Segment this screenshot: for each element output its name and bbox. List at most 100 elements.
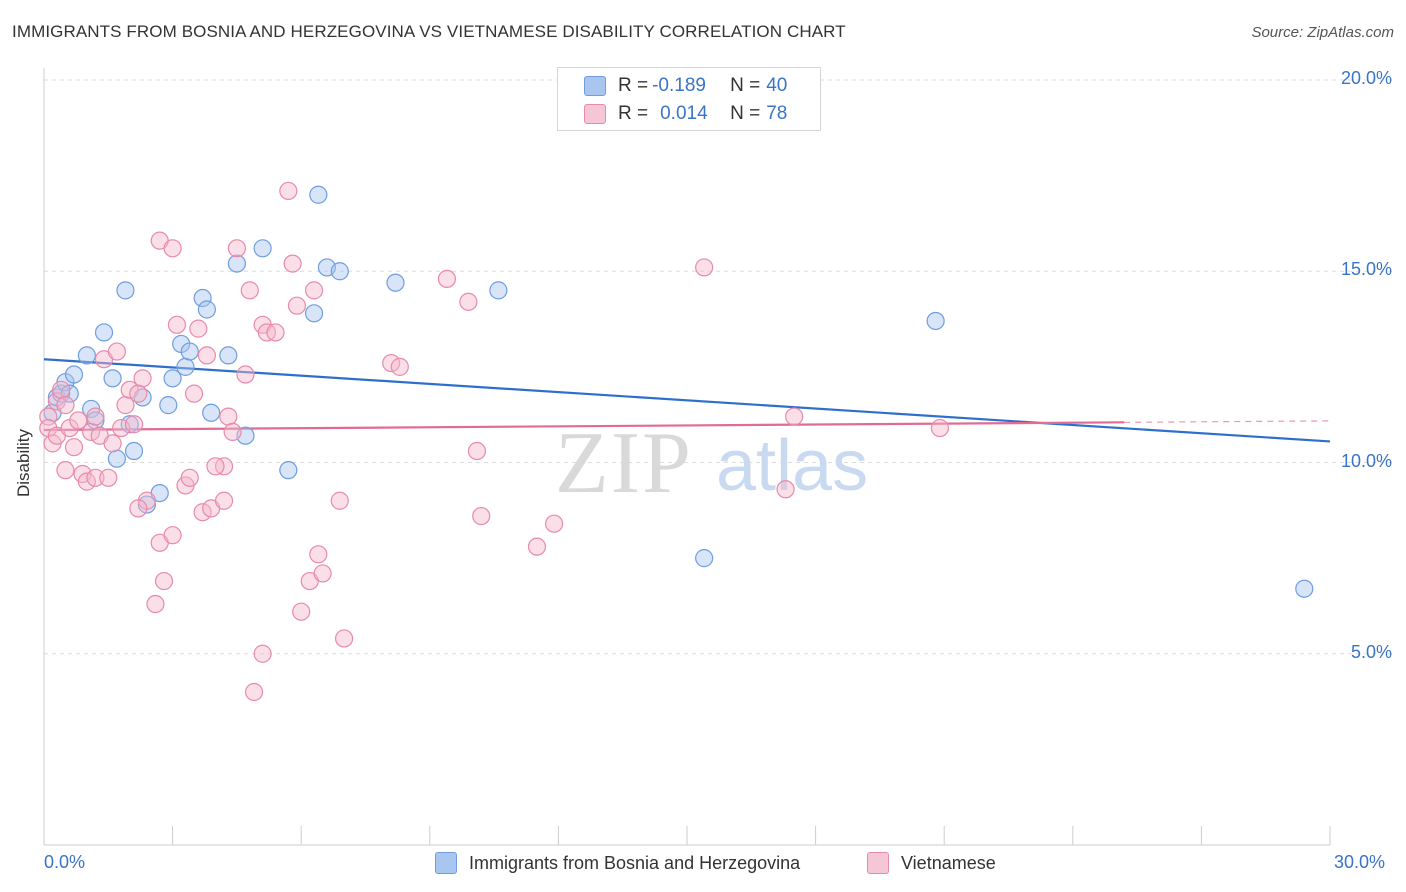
pink-data-point xyxy=(266,323,285,342)
blue-data-point xyxy=(1295,579,1314,598)
blue-data-point xyxy=(386,273,405,292)
blue-data-point xyxy=(926,311,945,331)
pink-data-point xyxy=(86,407,105,426)
blue-data-point xyxy=(330,262,349,281)
blue-data-point xyxy=(116,281,135,300)
pink-data-point xyxy=(545,514,564,533)
pink-data-point xyxy=(292,602,311,621)
blue-data-point xyxy=(197,300,216,319)
blue-data-point xyxy=(309,185,328,204)
pink-data-point xyxy=(56,461,75,480)
pink-data-point xyxy=(206,457,225,476)
pink-data-point xyxy=(253,644,272,663)
pink-data-point xyxy=(146,594,165,614)
trend-line-pink xyxy=(43,421,1125,432)
pink-data-point xyxy=(472,506,491,526)
pink-data-point xyxy=(163,239,182,258)
pink-data-point xyxy=(189,319,208,338)
blue-data-point xyxy=(163,369,182,388)
blue-data-point xyxy=(94,323,114,342)
blue-data-point xyxy=(304,304,324,323)
pink-data-point xyxy=(695,258,714,277)
pink-data-point xyxy=(467,441,487,461)
pink-data-point xyxy=(69,411,88,430)
y-tick-label: 20.0% xyxy=(1340,68,1392,88)
y-tick-label: 10.0% xyxy=(1340,450,1392,471)
pink-data-point xyxy=(107,342,126,361)
blue-data-point xyxy=(124,441,144,461)
x-tick-label-min: 0.0% xyxy=(44,852,86,872)
pink-data-point xyxy=(236,365,255,384)
blue-data-point xyxy=(120,415,139,434)
pink-data-point xyxy=(77,472,96,491)
legend-blue-r-label: R = xyxy=(618,75,649,96)
pink-data-point xyxy=(52,380,71,399)
series-swatch-pink xyxy=(867,852,889,874)
pink-data-point xyxy=(309,545,328,564)
blue-data-point xyxy=(159,396,178,415)
y-tick-label: 15.0% xyxy=(1340,259,1392,280)
pink-data-point xyxy=(334,629,354,648)
blue-data-point xyxy=(489,281,508,300)
y-axis-label: Disability xyxy=(14,428,33,497)
pink-data-point xyxy=(120,380,139,399)
pink-data-point xyxy=(180,468,199,487)
blue-data-point xyxy=(180,342,199,361)
pink-data-point xyxy=(133,369,152,388)
blue-data-point xyxy=(279,461,298,480)
pink-data-point xyxy=(129,499,148,518)
series-swatch-blue xyxy=(435,852,457,874)
legend-blue-n-label: N = xyxy=(730,75,761,96)
pink-data-point xyxy=(219,407,238,426)
watermark-zip: ZIP xyxy=(555,415,693,512)
pink-data-point xyxy=(103,434,122,453)
pink-data-point xyxy=(193,503,212,522)
pink-data-point xyxy=(223,422,242,441)
axes xyxy=(43,68,1331,846)
pink-data-point xyxy=(390,357,409,376)
pink-data-point xyxy=(197,346,216,365)
blue-data-point xyxy=(193,288,212,308)
pink-data-point xyxy=(437,269,457,288)
trend-lines xyxy=(43,358,1331,443)
pink-data-point xyxy=(304,281,324,300)
blue-data-point xyxy=(107,449,126,468)
pink-data-point xyxy=(227,239,246,258)
x-tick-label-max: 30.0% xyxy=(1334,852,1386,872)
blue-data-point xyxy=(64,365,84,384)
pink-data-point xyxy=(930,418,950,438)
pink-data-point xyxy=(279,181,298,201)
series-legend: Immigrants from Bosnia and Herzegovina V… xyxy=(0,852,1406,876)
pink-data-point xyxy=(244,682,264,702)
pink-data-point xyxy=(129,384,148,403)
legend-swatch-blue xyxy=(584,76,606,96)
pink-data-point xyxy=(313,564,332,583)
pink-data-point xyxy=(382,353,401,373)
pink-data-point xyxy=(124,415,144,434)
blue-data-point xyxy=(227,254,246,273)
pink-data-point xyxy=(64,438,84,457)
pink-data-point xyxy=(785,407,804,426)
series-legend-blue: Immigrants from Bosnia and Herzegovina xyxy=(435,852,800,874)
watermark-atlas: atlas xyxy=(716,426,868,506)
legend-blue-r-value: -0.189 xyxy=(652,75,706,96)
blue-data-point xyxy=(202,403,221,422)
pink-data-point xyxy=(527,537,547,556)
pink-data-point xyxy=(167,315,186,334)
source-note: Source: ZipAtlas.com xyxy=(1251,24,1394,41)
pink-data-point xyxy=(459,292,478,311)
trend-line-blue xyxy=(43,358,1331,443)
pink-data-point xyxy=(240,281,259,300)
correlation-legend: R = -0.189 N = 40 R = 0.014 N = 78 xyxy=(557,67,821,131)
pink-data-point xyxy=(47,392,66,411)
pink-data-point xyxy=(56,396,75,415)
legend-pink-r-label: R = xyxy=(618,103,649,124)
legend-blue-n-value: 40 xyxy=(766,75,788,96)
data-points xyxy=(39,181,1314,702)
pink-data-point xyxy=(330,491,349,510)
series-legend-pink: Vietnamese xyxy=(867,852,996,874)
pink-data-point xyxy=(86,468,105,487)
legend-row-blue: R = -0.189 N = 40 xyxy=(584,74,787,98)
pink-data-point xyxy=(283,254,302,273)
